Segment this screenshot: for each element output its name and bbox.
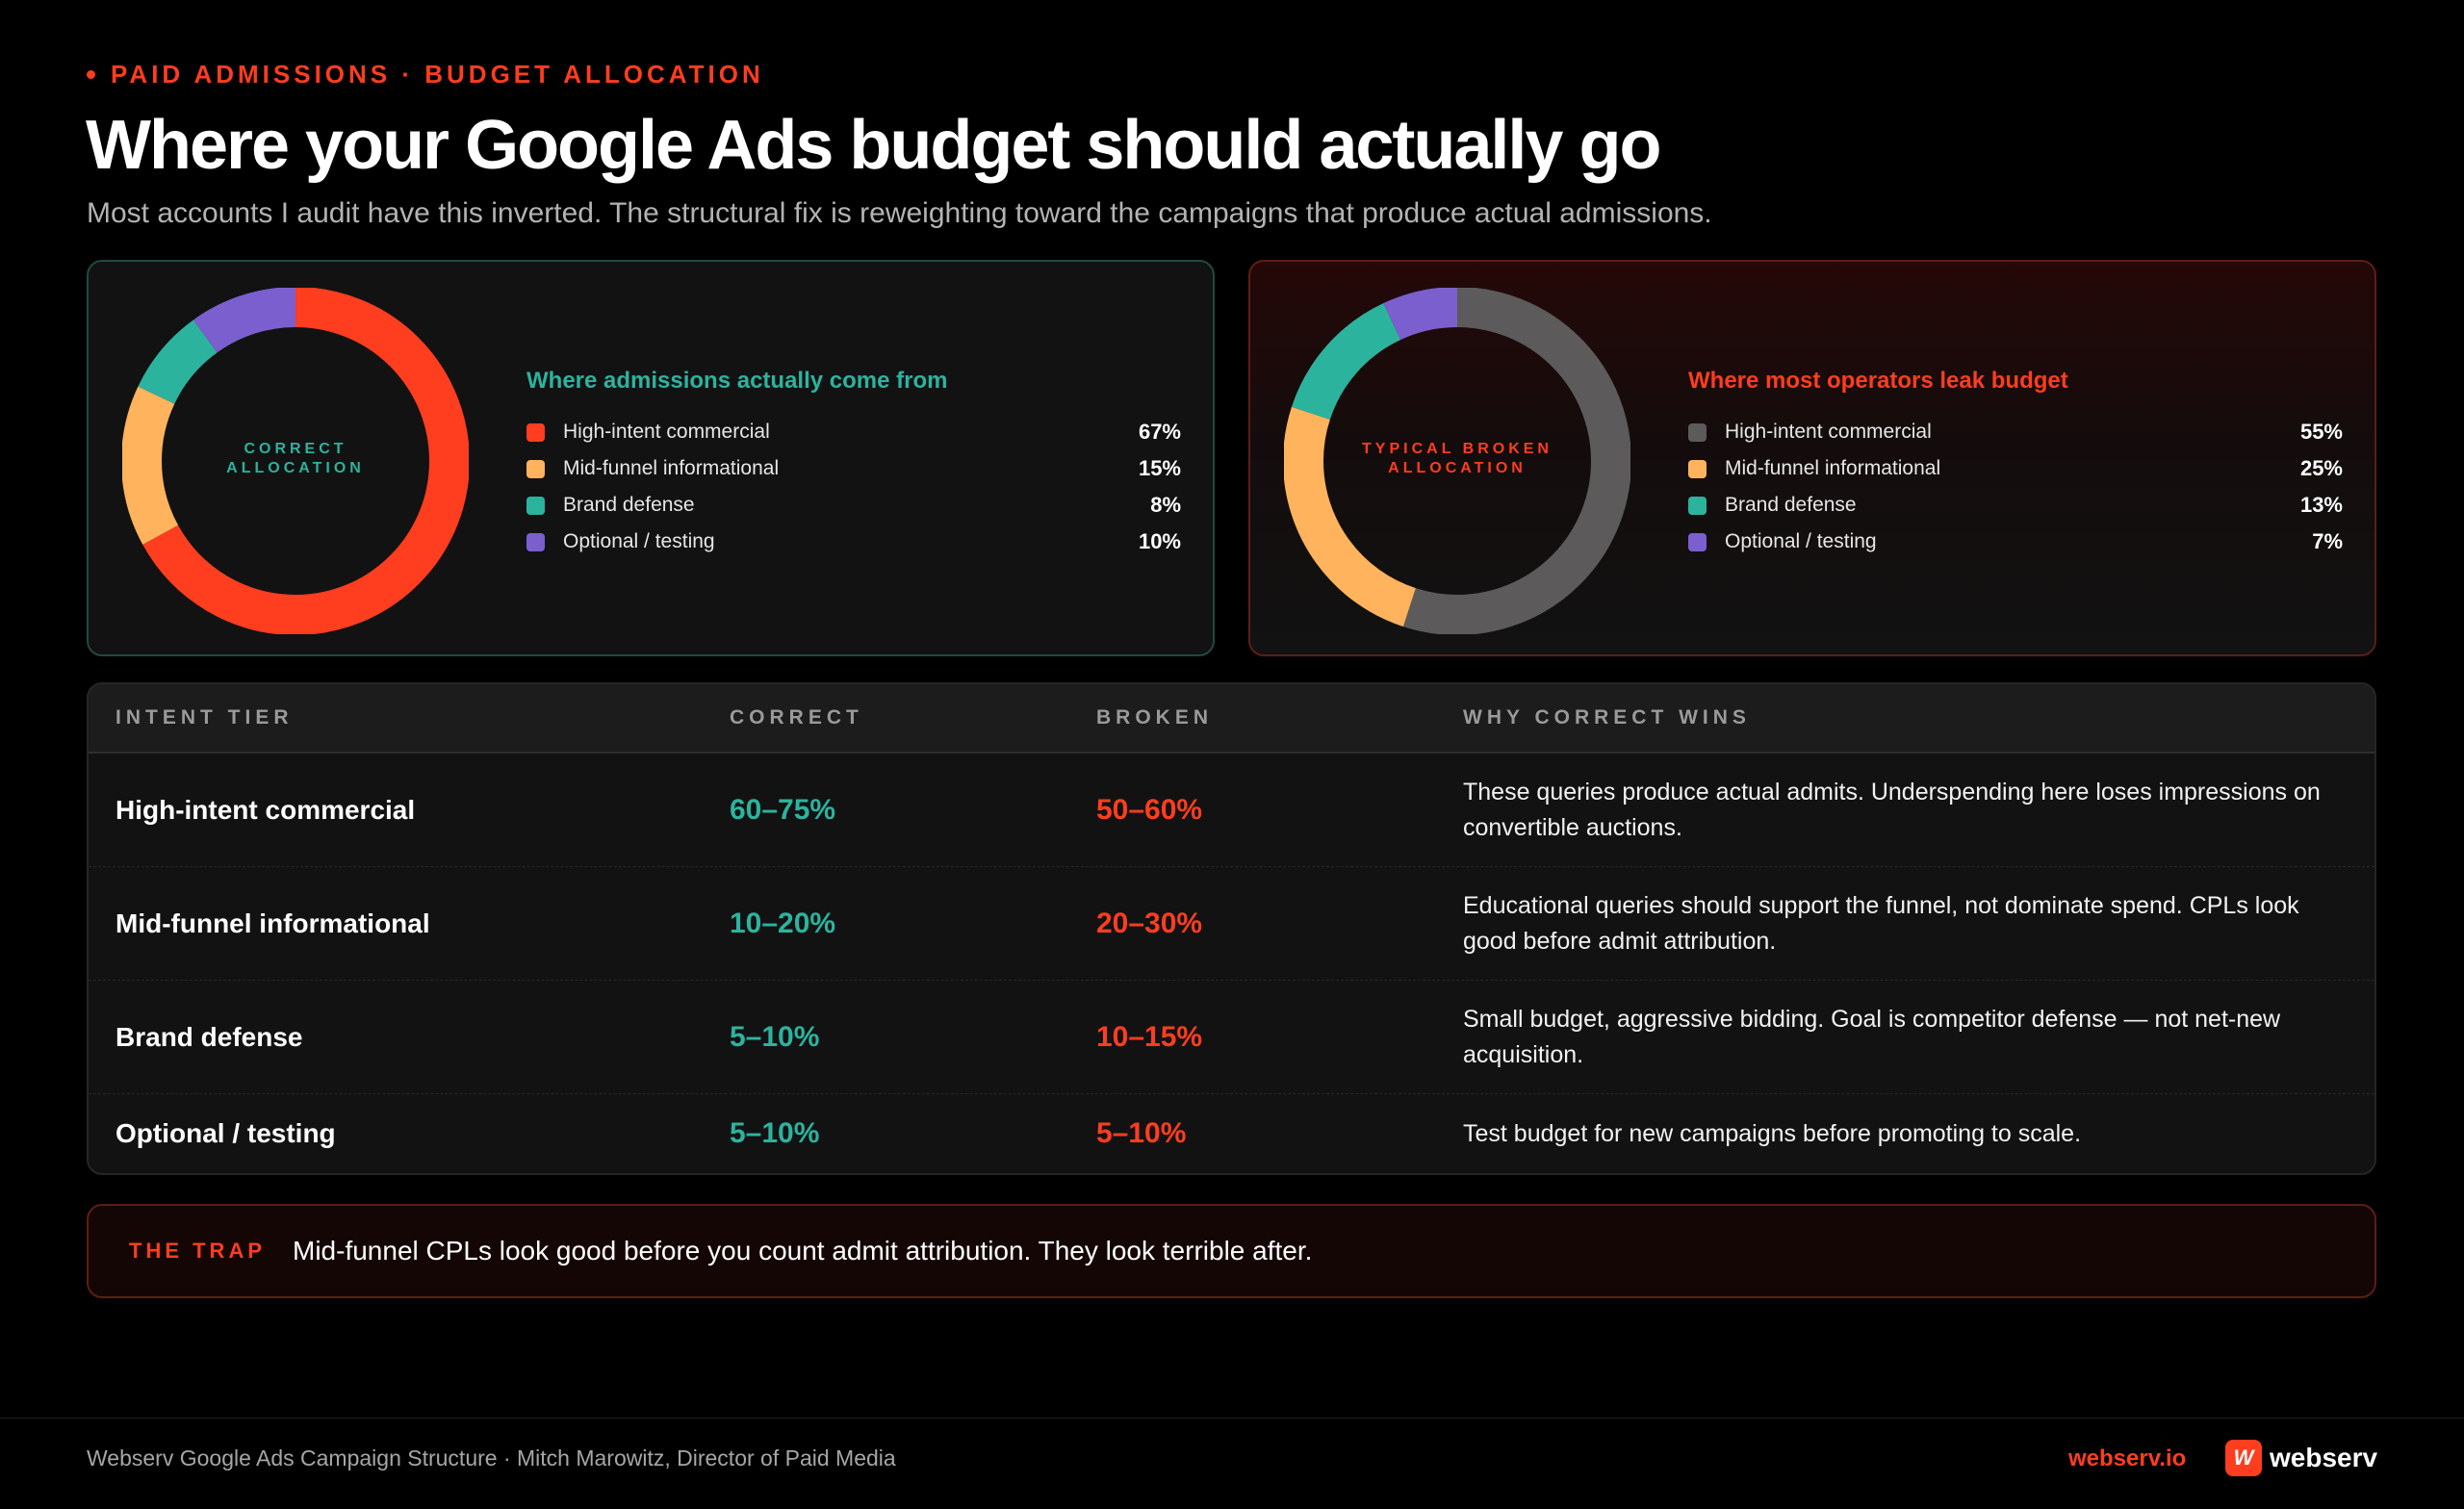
legend-value: 8% [1150,493,1181,517]
trap-label: THE TRAP [129,1239,266,1263]
legend-label: Mid-funnel informational [563,457,780,479]
donut-slice-mid-funnel-informational [1284,288,1630,634]
eyebrow: PAID ADMISSIONS · BUDGET ALLOCATION [87,60,764,90]
tier-cell: Mid-funnel informational [116,908,430,938]
why-cell: Educational queries should support the f… [1463,891,2299,955]
donut-slice-optional-testing [1284,288,1630,634]
broken-legend: Where most operators leak budget High-in… [1688,368,2343,560]
broken-cell: 10–15% [1096,1020,1203,1053]
legend-label: Optional / testing [563,530,715,552]
header-correct: CORRECT [730,706,863,729]
legend-value: 67% [1138,420,1181,444]
intent-tier-table: INTENT TIER CORRECT BROKEN WHY CORRECT W… [87,682,2376,1175]
donut-center-label: TYPICAL BROKEN [1362,441,1553,457]
donut-slice-optional-testing [122,288,469,634]
legend-swatch [526,496,545,515]
table-row: Mid-funnel informational 10–20% 20–30% E… [89,867,2374,981]
correct-allocation-panel: CORRECT ALLOCATION Where admissions actua… [87,260,1215,656]
legend-value: 10% [1138,529,1181,553]
legend-label: Mid-funnel informational [1725,457,1941,479]
footer-url-link[interactable]: webserv.io [2068,1445,2187,1471]
legend-value: 25% [2299,456,2343,480]
legend-swatch [526,532,545,551]
header-intent-tier: INTENT TIER [116,706,294,729]
header-why: WHY CORRECT WINS [1463,706,1751,729]
correct-cell: 5–10% [730,1020,820,1053]
legend-row: Mid-funnel informational 15% [526,450,1181,487]
table-row: Optional / testing 5–10% 5–10% Test budg… [89,1094,2374,1173]
brand-name: webserv [2270,1443,2378,1472]
why-cell: These queries produce actual admits. Und… [1463,778,2321,841]
legend-label: Brand defense [1725,494,1857,516]
donut-center-label: CORRECT [244,441,346,457]
table-header: INTENT TIER CORRECT BROKEN WHY CORRECT W… [89,684,2374,754]
donut-center-label: ALLOCATION [226,460,365,476]
why-cell: Test budget for new campaigns before pro… [1463,1119,2082,1147]
why-cell: Small budget, aggressive bidding. Goal i… [1463,1005,2281,1068]
header-broken: BROKEN [1096,706,1214,729]
legend-swatch [1688,459,1707,478]
tier-cell: Brand defense [116,1021,303,1052]
brand-logo: W webserv [2225,1440,2377,1476]
tier-cell: Optional / testing [116,1118,336,1148]
legend-row: Mid-funnel informational 25% [1688,450,2343,487]
legend-swatch [526,422,545,442]
trap-callout: THE TRAP Mid-funnel CPLs look good befor… [87,1204,2376,1298]
legend-value: 13% [2299,493,2343,517]
legend-row: Brand defense 8% [526,487,1181,524]
legend-label: High-intent commercial [1725,421,1932,443]
broken-donut-chart: TYPICAL BROKEN ALLOCATION [1284,288,1630,634]
correct-cell: 5–10% [730,1117,820,1149]
page-title: Where your Google Ads budget should actu… [86,107,1661,184]
legend-label: Brand defense [563,494,695,516]
legend-value: 15% [1138,456,1181,480]
correct-cell: 10–20% [730,907,836,939]
legend-label: High-intent commercial [563,421,770,443]
broken-cell: 50–60% [1096,793,1203,826]
correct-cell: 60–75% [730,793,836,826]
tier-cell: High-intent commercial [116,794,416,825]
correct-legend: Where admissions actually come from High… [526,368,1181,560]
legend-row: Optional / testing 10% [526,524,1181,560]
legend-row: High-intent commercial 55% [1688,414,2343,450]
legend-row: Brand defense 13% [1688,487,2343,524]
broken-allocation-panel: TYPICAL BROKEN ALLOCATION Where most oper… [1248,260,2376,656]
legend-swatch [1688,422,1707,442]
webserv-logo-icon: W [2225,1440,2262,1476]
broken-legend-title: Where most operators leak budget [1688,368,2068,394]
donut-slice-mid-funnel-informational [122,288,469,634]
footer-divider [0,1418,2464,1419]
legend-row: Optional / testing 7% [1688,524,2343,560]
broken-cell: 20–30% [1096,907,1203,939]
legend-value: 55% [2299,420,2343,444]
footer-credit: Webserv Google Ads Campaign Structure · … [87,1445,896,1471]
page-subtitle: Most accounts I audit have this inverted… [87,197,1712,229]
correct-donut-chart: CORRECT ALLOCATION [122,288,469,634]
broken-cell: 5–10% [1096,1117,1187,1149]
legend-swatch [1688,496,1707,515]
eyebrow-dot [87,70,95,79]
table-row: High-intent commercial 60–75% 50–60% The… [89,754,2374,867]
legend-value: 7% [2312,529,2343,553]
donut-center-label: ALLOCATION [1388,460,1527,476]
legend-label: Optional / testing [1725,530,1877,552]
table-row: Brand defense 5–10% 10–15% Small budget,… [89,981,2374,1094]
eyebrow-text: PAID ADMISSIONS · BUDGET ALLOCATION [111,60,764,89]
legend-row: High-intent commercial 67% [526,414,1181,450]
legend-swatch [526,459,545,478]
trap-text: Mid-funnel CPLs look good before you cou… [293,1236,1313,1266]
legend-swatch [1688,532,1707,551]
correct-legend-title: Where admissions actually come from [526,368,948,394]
